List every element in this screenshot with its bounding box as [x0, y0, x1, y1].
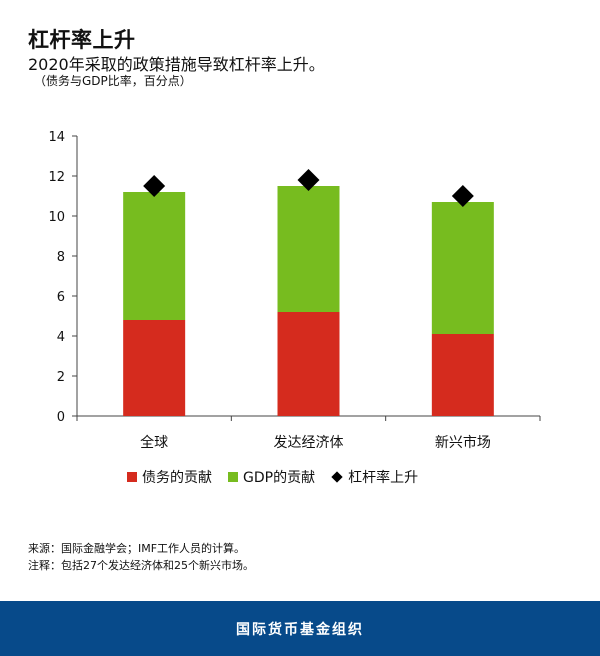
x-category-label: 全球	[140, 434, 168, 451]
y-tick-label: 10	[48, 210, 65, 225]
stacked-bar-chart: 0 2 4 6 8 10 12 14 全球 发达经济体 新兴市场	[48, 130, 541, 451]
footnote: 注释：包括27个发达经济体和25个新兴市场。	[28, 559, 254, 572]
y-tick-label: 2	[57, 370, 65, 385]
footer-bar: 国际货币基金组织	[0, 601, 600, 656]
leverage-marker-diamond	[297, 169, 320, 191]
bar-segment-debt	[277, 312, 340, 416]
legend-item-debt: 债务的贡献	[127, 467, 212, 487]
x-category-label: 发达经济体	[274, 435, 344, 451]
legend-swatch-gdp	[228, 472, 238, 482]
x-category-label: 新兴市场	[435, 434, 491, 451]
leverage-marker-diamond	[451, 185, 474, 207]
bar-segment-gdp	[123, 192, 186, 320]
y-tick-label: 6	[57, 290, 65, 305]
unit-note: （债务与GDP比率，百分点）	[34, 74, 192, 88]
legend-label-gdp: GDP的贡献	[243, 470, 316, 486]
bar-segment-debt	[123, 320, 186, 416]
legend-item-gdp: GDP的贡献	[228, 467, 315, 487]
bar-segment-debt	[431, 334, 494, 416]
legend-label-leverage: 杠杆率上升	[348, 470, 419, 486]
notes: 来源：国际金融学会；IMF工作人员的计算。 注释：包括27个发达经济体和25个新…	[28, 540, 254, 574]
source-note: 来源：国际金融学会；IMF工作人员的计算。	[28, 542, 246, 555]
legend-swatch-debt	[127, 472, 137, 482]
y-tick-label: 14	[48, 130, 65, 145]
bar-segment-gdp	[277, 186, 340, 312]
legend-item-leverage: 杠杆率上升	[331, 467, 418, 487]
bar-segment-gdp	[431, 202, 494, 334]
legend: 债务的贡献 GDP的贡献 杠杆率上升	[127, 467, 434, 487]
y-tick-label: 4	[57, 330, 65, 345]
legend-diamond-icon	[331, 471, 343, 483]
footer-org-name: 国际货币基金组织	[236, 621, 364, 638]
y-tick-label: 0	[57, 410, 65, 425]
legend-label-debt: 债务的贡献	[142, 470, 212, 486]
y-tick-label: 8	[57, 250, 65, 265]
leverage-marker-diamond	[143, 175, 166, 197]
chart-title: 杠杆率上升	[28, 28, 136, 52]
chart-subtitle: 2020年采取的政策措施导致杠杆率上升。	[28, 55, 325, 74]
y-tick-label: 12	[48, 170, 65, 185]
